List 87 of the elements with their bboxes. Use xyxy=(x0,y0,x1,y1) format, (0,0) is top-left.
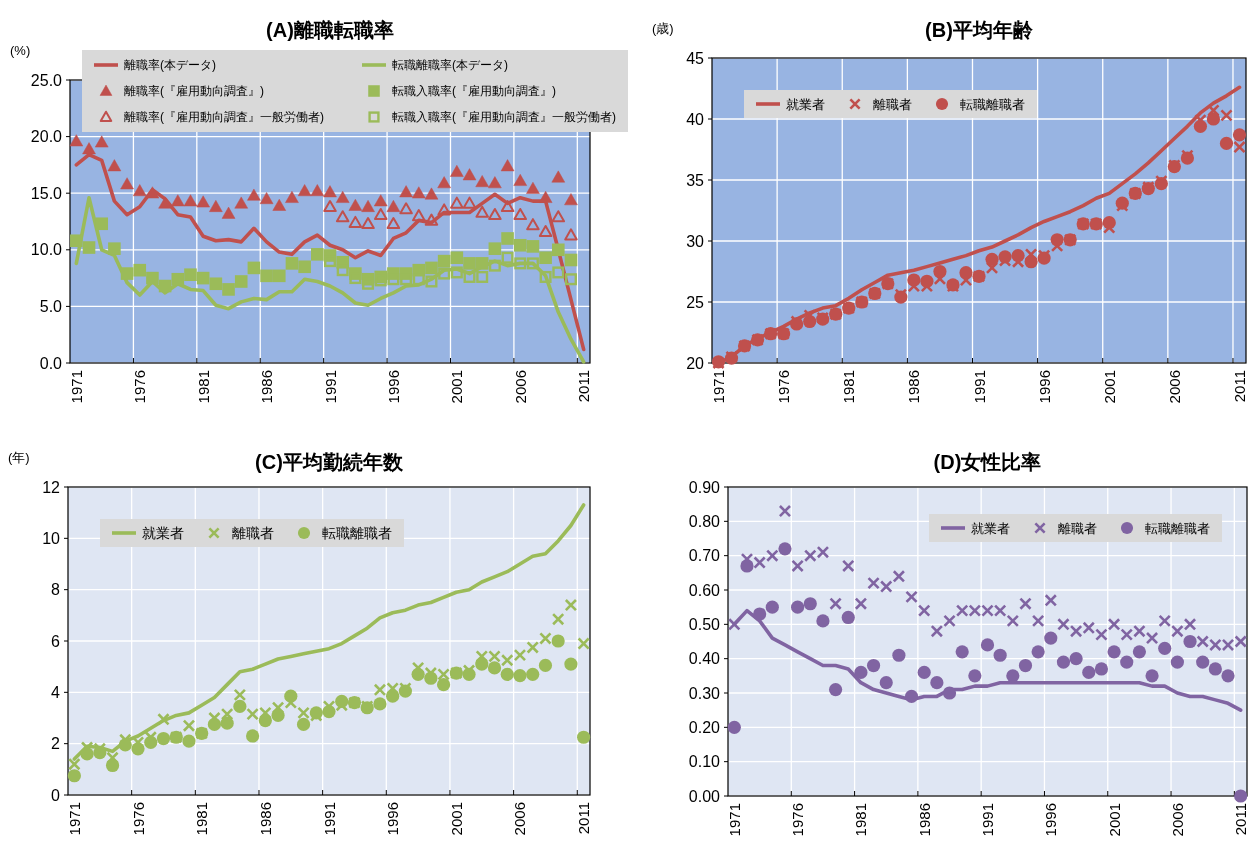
y-tick-label: 0.80 xyxy=(688,512,721,530)
y-tick-label: 25.0 xyxy=(30,71,63,89)
x-tick-label: 1981 xyxy=(852,803,870,837)
y-tick-label: 8 xyxy=(51,581,61,599)
y-tick-label: 20 xyxy=(686,354,705,372)
x-tick-label: 1981 xyxy=(840,370,858,404)
x-tick-label: 1986 xyxy=(256,802,274,836)
x-tick-label: 2011 xyxy=(575,802,593,835)
legend-label: 就業者 xyxy=(786,96,825,112)
x-tick-label: 1991 xyxy=(970,370,988,404)
y-tick-label: 10 xyxy=(42,529,61,547)
x-tick-label: 1991 xyxy=(320,802,338,836)
chart-title: (B)平均年齢 xyxy=(925,19,1034,41)
y-tick-label: 5.0 xyxy=(39,297,63,315)
x-tick-label: 1976 xyxy=(775,370,793,404)
x-tick-label: 2006 xyxy=(511,802,529,836)
y-tick-label: 0.40 xyxy=(688,650,721,668)
x-tick-label: 1996 xyxy=(1042,803,1060,837)
x-tick-label: 2001 xyxy=(448,370,466,404)
x-tick-label: 1971 xyxy=(710,370,728,404)
legend-label: 就業者 xyxy=(142,525,184,541)
y-tick-label: 30 xyxy=(686,232,705,250)
x-tick-label: 2011 xyxy=(1230,370,1248,403)
x-tick-label: 1976 xyxy=(789,803,807,837)
y-tick-label: 20.0 xyxy=(30,128,63,146)
y-tick-label: 0.20 xyxy=(688,718,721,736)
y-tick-label: 35 xyxy=(686,171,705,189)
y-tick-label: 0.60 xyxy=(688,581,721,599)
y-tick-label: 0.90 xyxy=(688,478,721,496)
x-tick-label: 1971 xyxy=(67,370,85,404)
x-tick-label: 1996 xyxy=(1035,370,1053,404)
y-tick-label: 0.00 xyxy=(688,787,721,805)
y-tick-label: 0 xyxy=(51,786,61,804)
x-tick-label: 2011 xyxy=(1232,803,1250,836)
x-tick-label: 2011 xyxy=(575,370,593,403)
x-tick-label: 1986 xyxy=(915,803,933,837)
y-tick-label: 15.0 xyxy=(30,184,63,202)
y-tick-label: 2 xyxy=(51,735,61,753)
y-axis-title: (%) xyxy=(10,42,31,58)
legend-label: 就業者 xyxy=(971,520,1010,536)
y-tick-label: 0.30 xyxy=(688,684,721,702)
legend-label: 転職離職者 xyxy=(1145,520,1210,536)
chart-title: (C)平均勤続年数 xyxy=(255,451,404,473)
legend-label: 離職率(『雇用動向調査』) xyxy=(124,84,264,98)
legend-label: 離職率(本データ) xyxy=(124,58,216,72)
x-tick-label: 1971 xyxy=(65,802,83,836)
y-tick-label: 0.70 xyxy=(688,547,721,565)
y-tick-label: 0.0 xyxy=(39,354,63,372)
x-tick-label: 1996 xyxy=(384,802,402,836)
y-axis-title: (年) xyxy=(8,449,30,465)
x-tick-label: 1996 xyxy=(384,370,402,404)
legend-label: 転職入職率(『雇用動向調査』一般労働者) xyxy=(392,110,616,124)
y-tick-label: 40 xyxy=(686,110,705,128)
x-tick-label: 1991 xyxy=(979,803,996,837)
x-tick-label: 2006 xyxy=(1165,370,1183,404)
legend-label: 離職率(『雇用動向調査』一般労働者) xyxy=(124,110,324,124)
x-tick-label: 2001 xyxy=(447,802,465,836)
chart-title: (A)離職転職率 xyxy=(266,19,394,41)
x-tick-label: 1981 xyxy=(193,802,211,836)
legend-label: 転職離職率(本データ) xyxy=(392,58,508,72)
x-tick-label: 1986 xyxy=(258,370,276,404)
x-tick-label: 2006 xyxy=(511,370,529,404)
legend-label: 離職者 xyxy=(873,96,912,112)
x-tick-label: 2001 xyxy=(1105,803,1123,837)
x-tick-label: 1986 xyxy=(905,370,923,404)
y-tick-label: 4 xyxy=(51,683,61,701)
x-tick-label: 1976 xyxy=(129,802,147,836)
x-tick-label: 1976 xyxy=(131,370,149,404)
y-tick-label: 6 xyxy=(51,632,61,650)
y-tick-label: 10.0 xyxy=(30,241,63,259)
x-tick-label: 1981 xyxy=(194,370,212,404)
y-tick-label: 45 xyxy=(686,49,705,67)
x-tick-label: 2006 xyxy=(1168,803,1186,837)
chart-title: (D)女性比率 xyxy=(933,451,1042,473)
y-tick-label: 0.10 xyxy=(688,753,721,771)
legend-label: 転職離職者 xyxy=(322,525,392,541)
legend-label: 転職離職者 xyxy=(960,96,1025,112)
legend-label: 離職者 xyxy=(232,525,274,541)
legend-label: 転職入職率(『雇用動向調査』) xyxy=(392,84,556,98)
x-tick-label: 2001 xyxy=(1100,370,1118,404)
y-tick-label: 12 xyxy=(42,478,61,496)
y-tick-label: 25 xyxy=(686,293,705,311)
y-axis-title: (歳) xyxy=(652,20,674,36)
y-tick-label: 0.50 xyxy=(688,615,721,633)
legend-label: 離職者 xyxy=(1058,520,1097,536)
x-tick-label: 1991 xyxy=(321,370,339,404)
x-tick-label: 1971 xyxy=(725,803,743,837)
